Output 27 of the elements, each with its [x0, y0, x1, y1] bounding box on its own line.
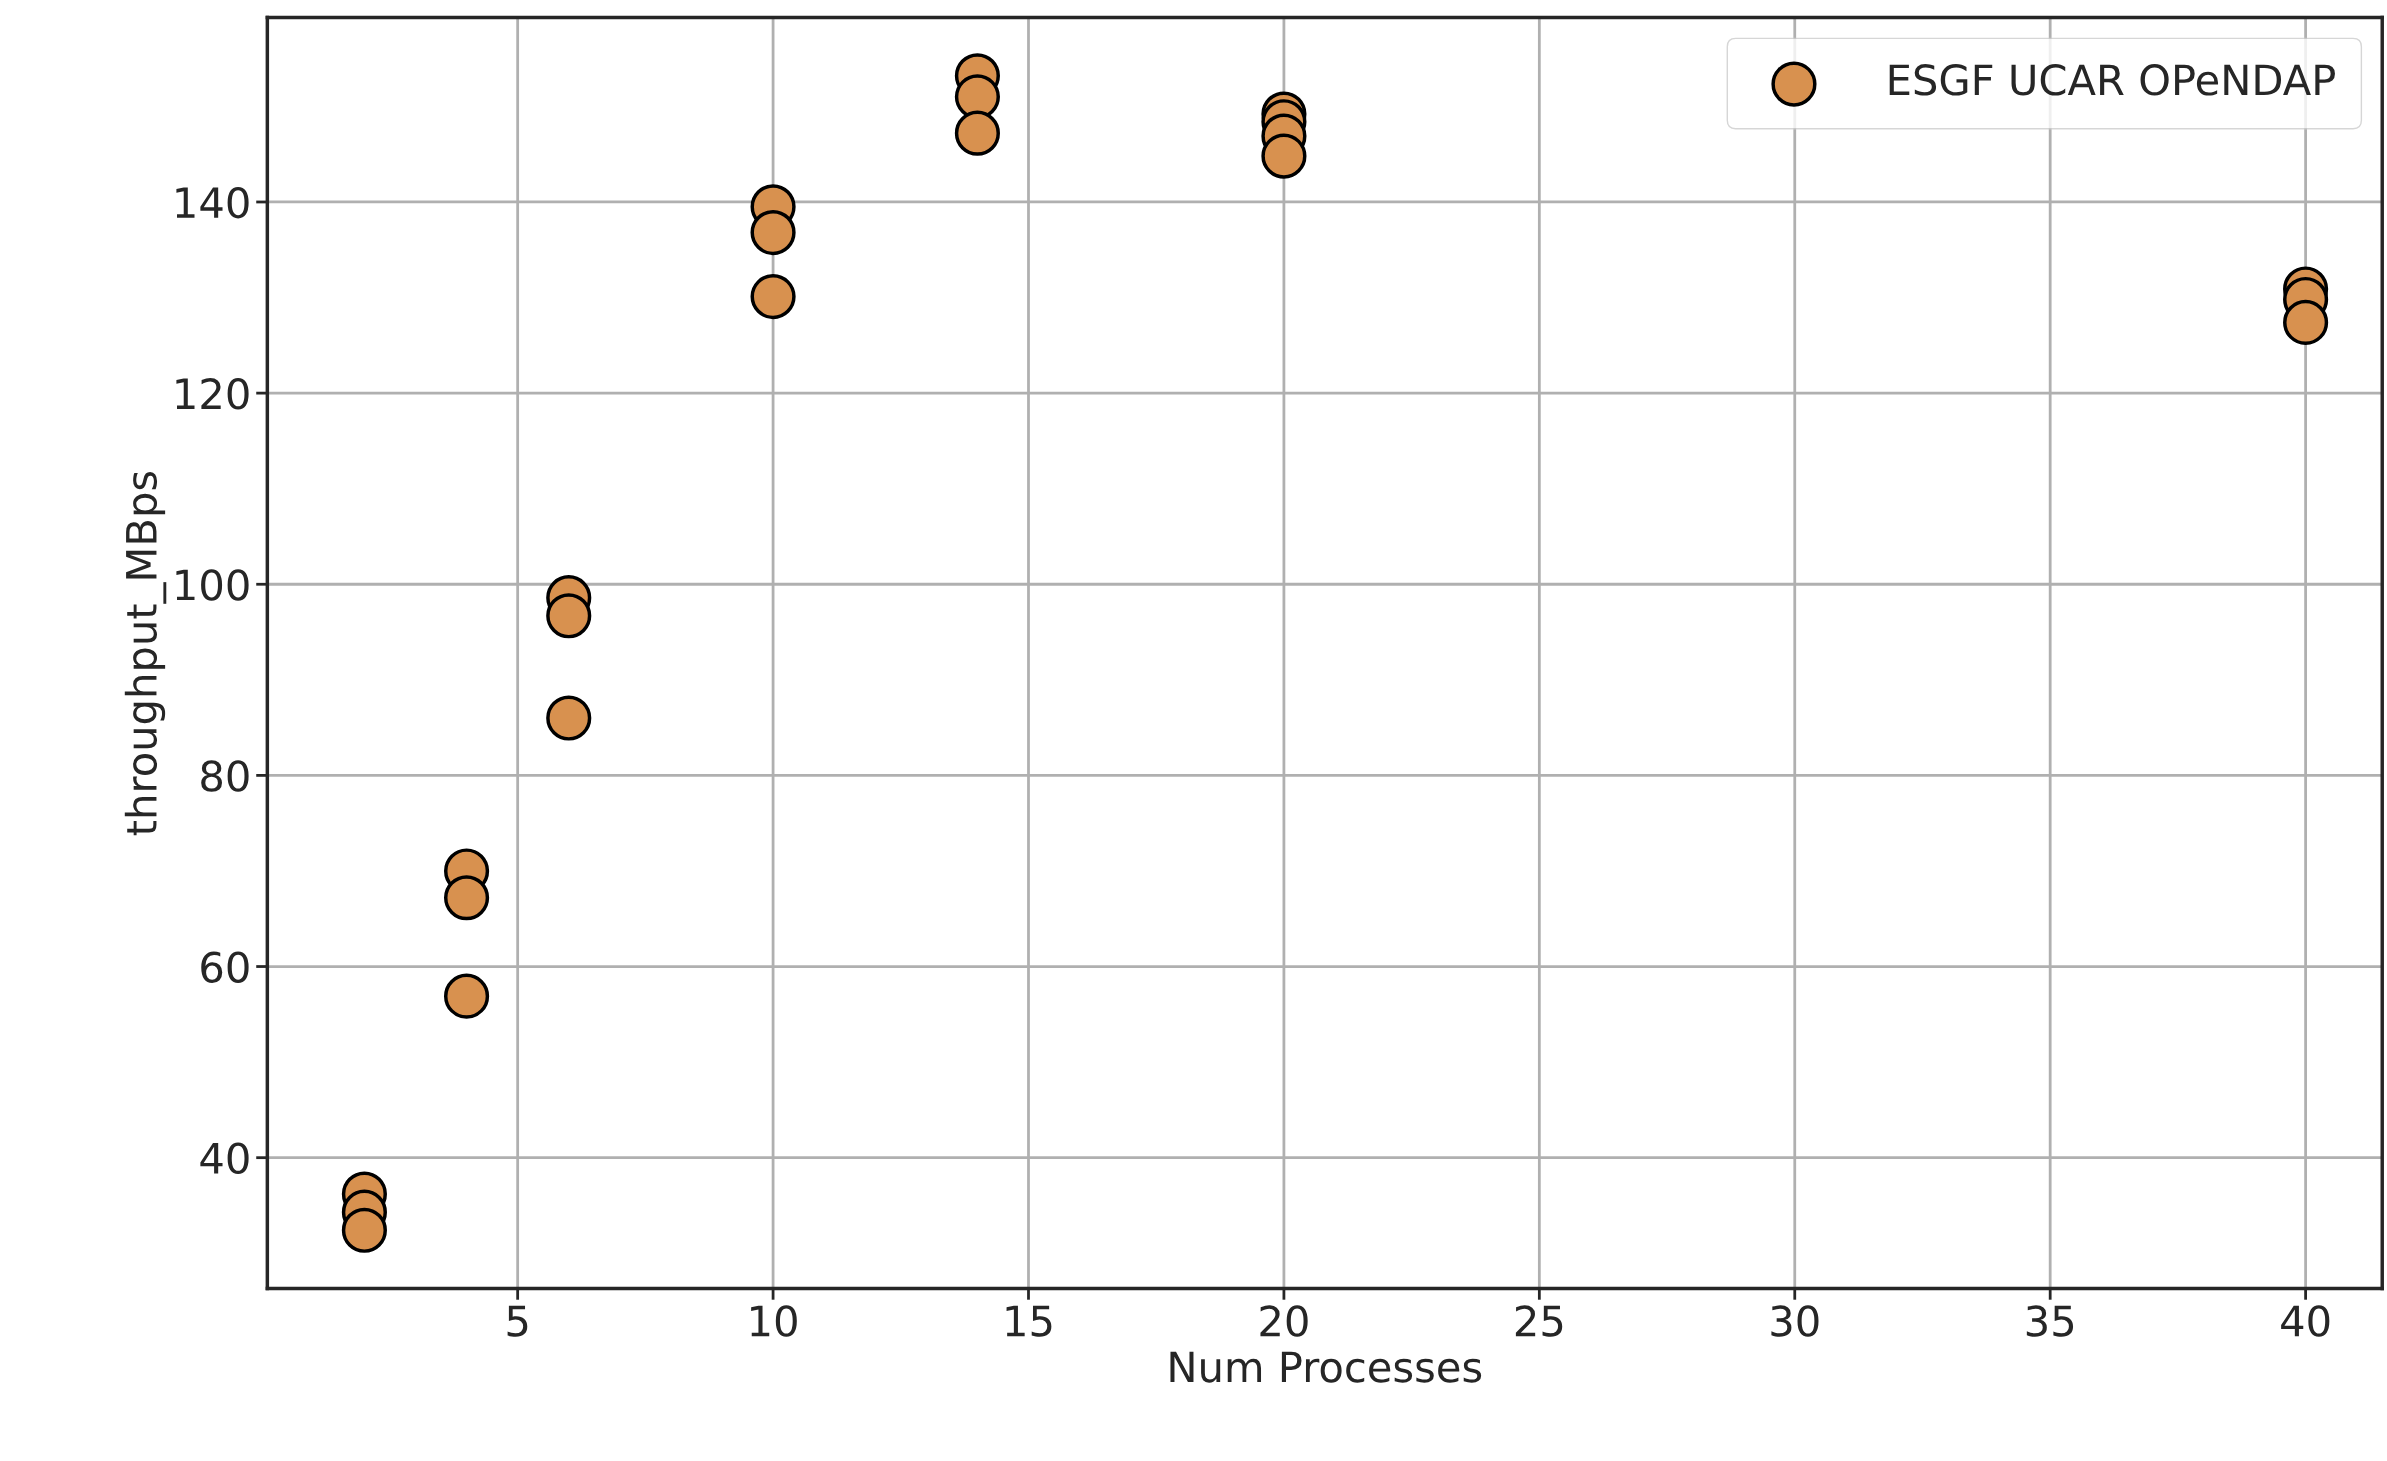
x-tick-label: 30 — [1771, 1305, 1819, 1337]
point — [750, 209, 796, 256]
y-tick-label: 120 — [176, 378, 249, 410]
y-tick-label: 140 — [176, 186, 249, 219]
x-axis-title: Num Processes — [1170, 1351, 1482, 1383]
x-tick-label: 5 — [507, 1305, 528, 1337]
point — [954, 110, 1000, 156]
point — [546, 593, 592, 639]
y-axis-title: throughput_MBps — [124, 471, 167, 836]
x-tick-label: 25 — [1515, 1305, 1563, 1337]
point — [2283, 299, 2329, 345]
x-tick-label: 40 — [2281, 1305, 2330, 1337]
y-tick-label: 40 — [200, 1142, 249, 1175]
y-tick-label: 100 — [176, 569, 249, 601]
point — [444, 973, 490, 1019]
y-tick-label: 60 — [201, 951, 249, 983]
x-tick-label: 15 — [1006, 1305, 1052, 1337]
x-tick-label: 20 — [1260, 1305, 1308, 1337]
point — [1261, 133, 1307, 179]
y-tick-label: 80 — [201, 760, 249, 792]
x-tick-label: 10 — [751, 1305, 797, 1337]
point — [444, 875, 490, 921]
x-tick-label: 35 — [2026, 1305, 2074, 1337]
point — [750, 274, 796, 320]
legend-label: ESGF UCAR OPeNDAP — [1889, 64, 2335, 96]
point — [341, 1207, 387, 1253]
point — [546, 695, 592, 741]
